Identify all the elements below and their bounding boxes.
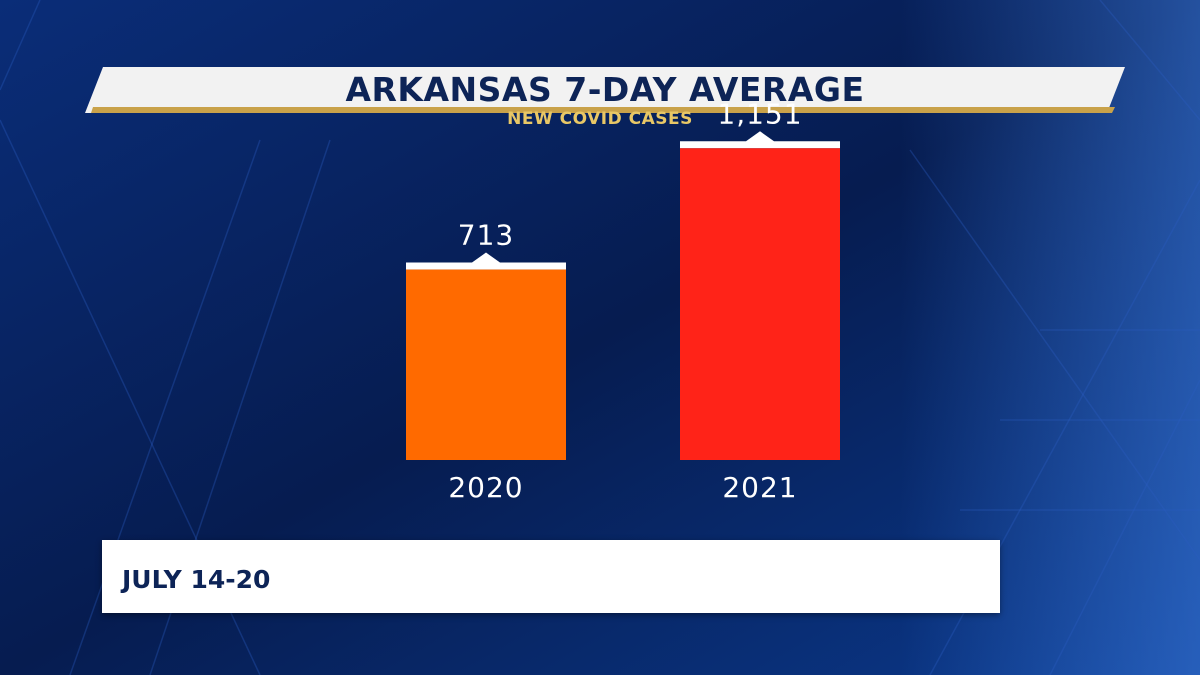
- chart-subtitle: NEW COVID CASES: [507, 109, 693, 129]
- bar-cap-2021: [680, 131, 840, 149]
- date-range-label: JULY 14-20: [122, 565, 271, 594]
- chart-title: ARKANSAS 7-DAY AVERAGE: [345, 70, 865, 109]
- title-banner: ARKANSAS 7-DAY AVERAGE: [85, 67, 1125, 113]
- x-tick-label-2020: 2020: [448, 471, 523, 504]
- bar-2020: [406, 269, 566, 460]
- bar-value-label-2021: 1,151: [717, 97, 802, 130]
- bar-2021: [680, 148, 840, 460]
- bar-cap-2020: [406, 252, 566, 270]
- date-range-box: JULY 14-20: [102, 540, 1000, 613]
- bar-value-label-2020: 713: [458, 219, 514, 252]
- x-tick-label-2021: 2021: [722, 471, 797, 504]
